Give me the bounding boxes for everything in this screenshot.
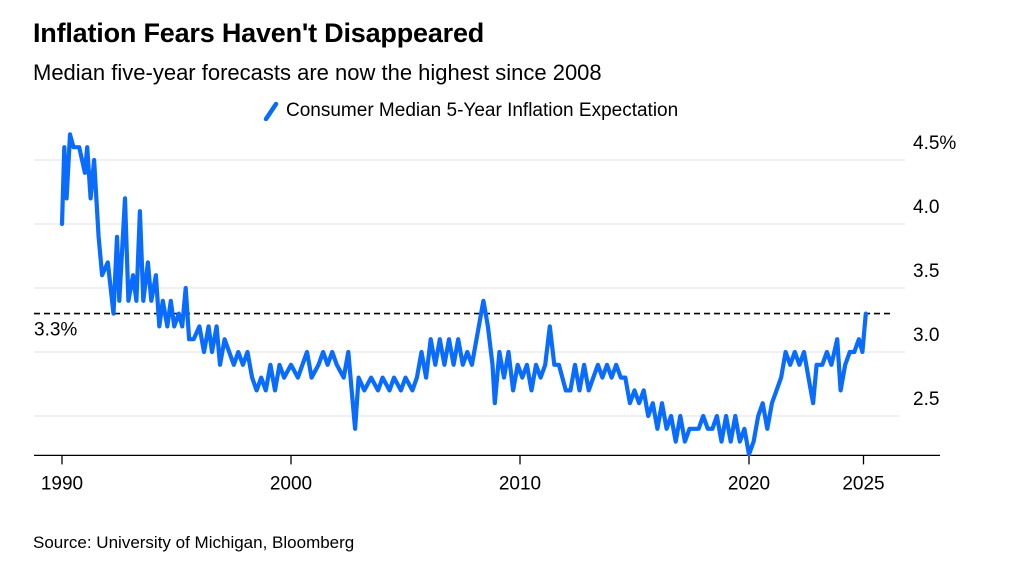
reference-line-label: 3.3%	[34, 320, 77, 341]
legend-line-icon	[263, 101, 279, 121]
chart-title: Inflation Fears Haven't Disappeared	[33, 18, 485, 48]
y-tick-label: 3.0	[913, 325, 939, 346]
series-line	[59, 132, 868, 457]
y-tick-label: 3.5	[913, 261, 939, 282]
x-tick-label: 2020	[728, 473, 770, 494]
y-tick-label: 2.5	[913, 389, 939, 410]
chart-subtitle: Median five-year forecasts are now the h…	[33, 60, 602, 85]
legend: Consumer Median 5-Year Inflation Expecta…	[262, 100, 678, 122]
x-tick-label: 2010	[499, 473, 541, 494]
x-tick-label: 2025	[842, 473, 884, 494]
y-tick-label: 4.5%	[913, 133, 956, 154]
source-note: Source: University of Michigan, Bloomber…	[33, 533, 355, 552]
y-tick-label: 4.0	[913, 197, 939, 218]
legend-label: Consumer Median 5-Year Inflation Expecta…	[286, 100, 679, 121]
x-tick-label: 2000	[270, 473, 312, 494]
x-tick-label: 1990	[41, 473, 83, 494]
